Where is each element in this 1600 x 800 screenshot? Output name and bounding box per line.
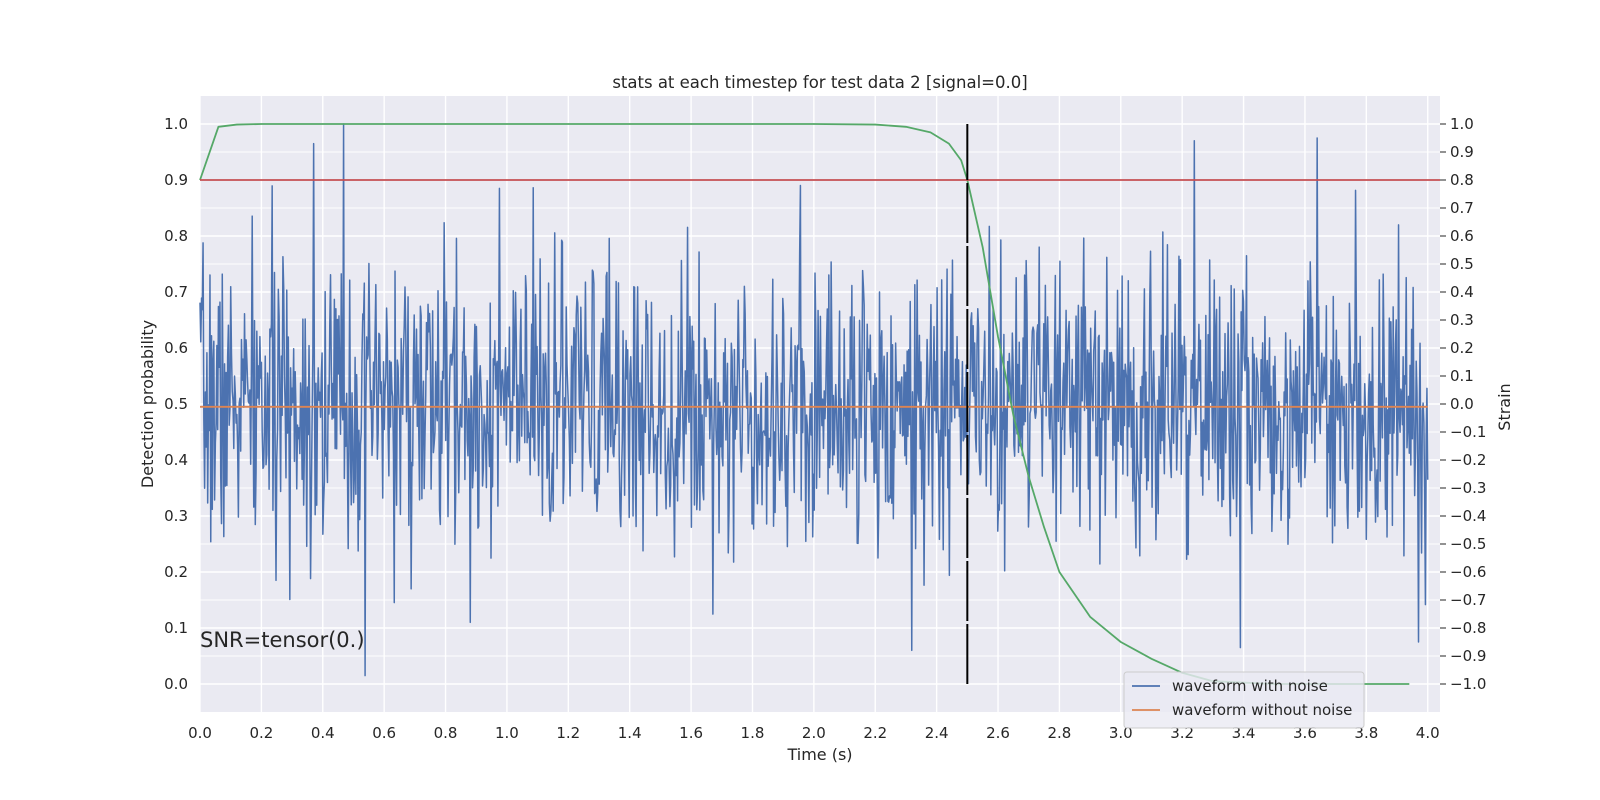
y-right-tick-label-15: 0.5 [1450,255,1474,273]
x-tick-label-6: 1.2 [556,724,580,742]
y-left-tick-label-3: 0.3 [164,507,188,525]
legend-label-with-noise: waveform with noise [1172,677,1328,695]
chart-title: stats at each timestep for test data 2 [… [612,73,1027,92]
y-right-tick-label-5: −0.5 [1450,535,1486,553]
y-right-tick-label-12: 0.2 [1450,339,1474,357]
y-right-tick-label-16: 0.6 [1450,227,1474,245]
y-left-tick-label-5: 0.5 [164,395,188,413]
y-left-tick-label-10: 1.0 [164,115,188,133]
x-tick-label-1: 0.2 [249,724,273,742]
y-left-tick-label-4: 0.4 [164,451,188,469]
y-right-tick-label-13: 0.3 [1450,311,1474,329]
y-right-tick-label-7: −0.3 [1450,479,1486,497]
y-right-tick-label-14: 0.4 [1450,283,1474,301]
x-tick-label-4: 0.8 [434,724,458,742]
y-left-tick-label-1: 0.1 [164,619,188,637]
series-line-2 [199,123,1410,685]
y-right-tick-label-6: −0.4 [1450,507,1486,525]
y-left-tick-label-2: 0.2 [164,563,188,581]
y-left-tick-label-6: 0.6 [164,339,188,357]
y-right-tick-label-8: −0.2 [1450,451,1486,469]
y-right-tick-label-0: −1.0 [1450,675,1486,693]
y-right-tick-label-3: −0.7 [1450,591,1486,609]
snr-annotation: SNR=tensor(0.) [200,628,365,652]
y-axis-left-label: Detection probability [138,320,157,488]
x-tick-label-15: 3.0 [1109,724,1133,742]
x-tick-label-10: 2.0 [802,724,826,742]
y-right-tick-label-11: 0.1 [1450,367,1474,385]
x-tick-label-9: 1.8 [741,724,765,742]
legend-label-without-noise: waveform without noise [1172,701,1352,719]
x-tick-label-2: 0.4 [311,724,335,742]
y-left-tick-label-8: 0.8 [164,227,188,245]
x-tick-label-11: 2.2 [863,724,887,742]
x-tick-label-8: 1.6 [679,724,703,742]
y-right-tick-label-2: −0.8 [1450,619,1486,637]
y-axis-right-label: Strain [1495,383,1514,430]
series-line-0 [199,123,1429,677]
x-tick-label-0: 0.0 [188,724,212,742]
x-axis-label: Time (s) [786,745,852,764]
y-right-tick-label-10: 0.0 [1450,395,1474,413]
legend: waveform with noise waveform without noi… [1123,671,1365,729]
y-left-tick-label-7: 0.7 [164,283,188,301]
y-left-tick-label-9: 0.9 [164,171,188,189]
x-tick-label-13: 2.6 [986,724,1010,742]
y-left-tick-label-0: 0.0 [164,675,188,693]
x-tick-label-5: 1.0 [495,724,519,742]
x-tick-label-12: 2.4 [925,724,949,742]
x-tick-label-3: 0.6 [372,724,396,742]
x-tick-label-20: 4.0 [1416,724,1440,742]
y-right-tick-label-1: −0.9 [1450,647,1486,665]
y-right-tick-label-20: 1.0 [1450,115,1474,133]
y-right-tick-label-18: 0.8 [1450,171,1474,189]
ticks: 0.0 0.2 0.4 0.6 0.8 1.0 1.2 1.4 1.6 1.8 2.0 2.2 2.4 2… [164,115,1486,742]
y-right-tick-label-19: 0.9 [1450,143,1474,161]
x-tick-label-7: 1.4 [618,724,642,742]
legend-box [1123,671,1365,729]
series-layer [199,123,1440,685]
y-right-tick-label-4: −0.6 [1450,563,1486,581]
y-right-tick-label-17: 0.7 [1450,199,1474,217]
y-right-tick-label-9: −0.1 [1450,423,1486,441]
x-tick-label-14: 2.8 [1047,724,1071,742]
